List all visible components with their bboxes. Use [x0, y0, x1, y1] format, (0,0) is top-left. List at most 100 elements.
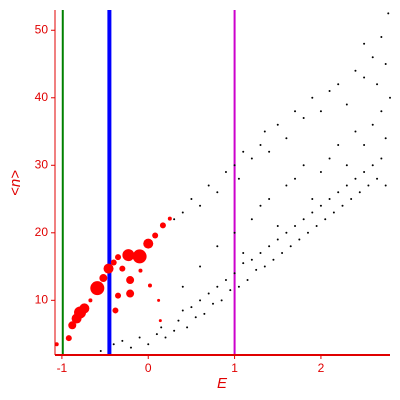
point — [276, 123, 279, 126]
point — [354, 69, 357, 72]
x-tick-label: 1 — [231, 361, 238, 375]
point — [354, 130, 357, 133]
point — [129, 346, 132, 349]
point — [90, 281, 105, 296]
point — [138, 268, 143, 273]
point — [337, 144, 340, 147]
point — [294, 225, 297, 228]
point — [384, 63, 387, 66]
point — [190, 306, 193, 309]
point — [199, 299, 202, 302]
point — [207, 184, 210, 187]
point — [337, 83, 340, 86]
point — [167, 216, 172, 221]
point — [285, 231, 288, 234]
point — [268, 245, 271, 248]
point — [143, 238, 154, 249]
point — [354, 177, 357, 180]
point — [181, 309, 184, 312]
point — [387, 12, 390, 15]
x-tick-label: -1 — [57, 361, 68, 375]
point — [122, 249, 135, 262]
point — [132, 249, 147, 264]
point — [65, 335, 72, 342]
point — [181, 211, 184, 214]
point — [242, 252, 245, 255]
point — [363, 144, 366, 147]
point — [229, 289, 232, 292]
point — [233, 164, 236, 167]
point — [110, 259, 117, 266]
point — [380, 36, 383, 39]
point — [268, 150, 271, 153]
point — [68, 321, 77, 330]
point — [363, 171, 366, 174]
point — [115, 254, 122, 261]
point — [384, 184, 387, 187]
point — [147, 343, 150, 346]
point — [319, 110, 322, 113]
point — [246, 279, 249, 282]
point — [311, 211, 314, 214]
point — [332, 211, 335, 214]
point — [376, 177, 379, 180]
point — [276, 225, 279, 228]
point — [155, 333, 158, 336]
point — [112, 343, 115, 346]
point — [181, 285, 184, 288]
point — [194, 316, 197, 319]
point — [212, 302, 215, 305]
point — [259, 204, 262, 207]
point — [311, 198, 314, 201]
y-tick-label: 50 — [35, 22, 49, 36]
point — [164, 336, 167, 339]
point — [199, 265, 202, 268]
point — [363, 76, 366, 79]
point — [220, 299, 223, 302]
point — [112, 307, 119, 314]
point — [380, 110, 383, 113]
point — [341, 204, 344, 207]
point — [294, 177, 297, 180]
point — [324, 218, 327, 221]
point — [259, 144, 262, 147]
point — [138, 336, 141, 339]
point — [173, 218, 176, 221]
point — [88, 298, 93, 303]
point — [285, 137, 288, 140]
point — [315, 225, 318, 228]
x-tick-label: 0 — [145, 361, 152, 375]
point — [79, 303, 90, 314]
point — [259, 252, 262, 255]
point — [263, 130, 266, 133]
point — [281, 252, 284, 255]
y-tick-label: 30 — [35, 157, 49, 171]
point — [285, 184, 288, 187]
point — [147, 283, 152, 288]
point — [177, 319, 180, 322]
point — [173, 329, 176, 332]
point — [216, 245, 219, 248]
point — [328, 157, 331, 160]
point — [255, 268, 258, 271]
point — [199, 204, 202, 207]
point — [203, 312, 206, 315]
point — [250, 258, 253, 261]
point — [190, 198, 193, 201]
point — [54, 342, 59, 347]
point — [224, 279, 227, 282]
point — [319, 204, 322, 207]
point — [242, 262, 245, 265]
point — [345, 103, 348, 106]
point — [159, 222, 166, 229]
point — [328, 198, 331, 201]
point — [237, 177, 240, 180]
point — [345, 164, 348, 167]
point — [99, 349, 102, 352]
point — [216, 285, 219, 288]
point — [121, 339, 124, 342]
point — [345, 184, 348, 187]
point — [263, 265, 266, 268]
point — [186, 326, 189, 329]
point — [233, 231, 236, 234]
